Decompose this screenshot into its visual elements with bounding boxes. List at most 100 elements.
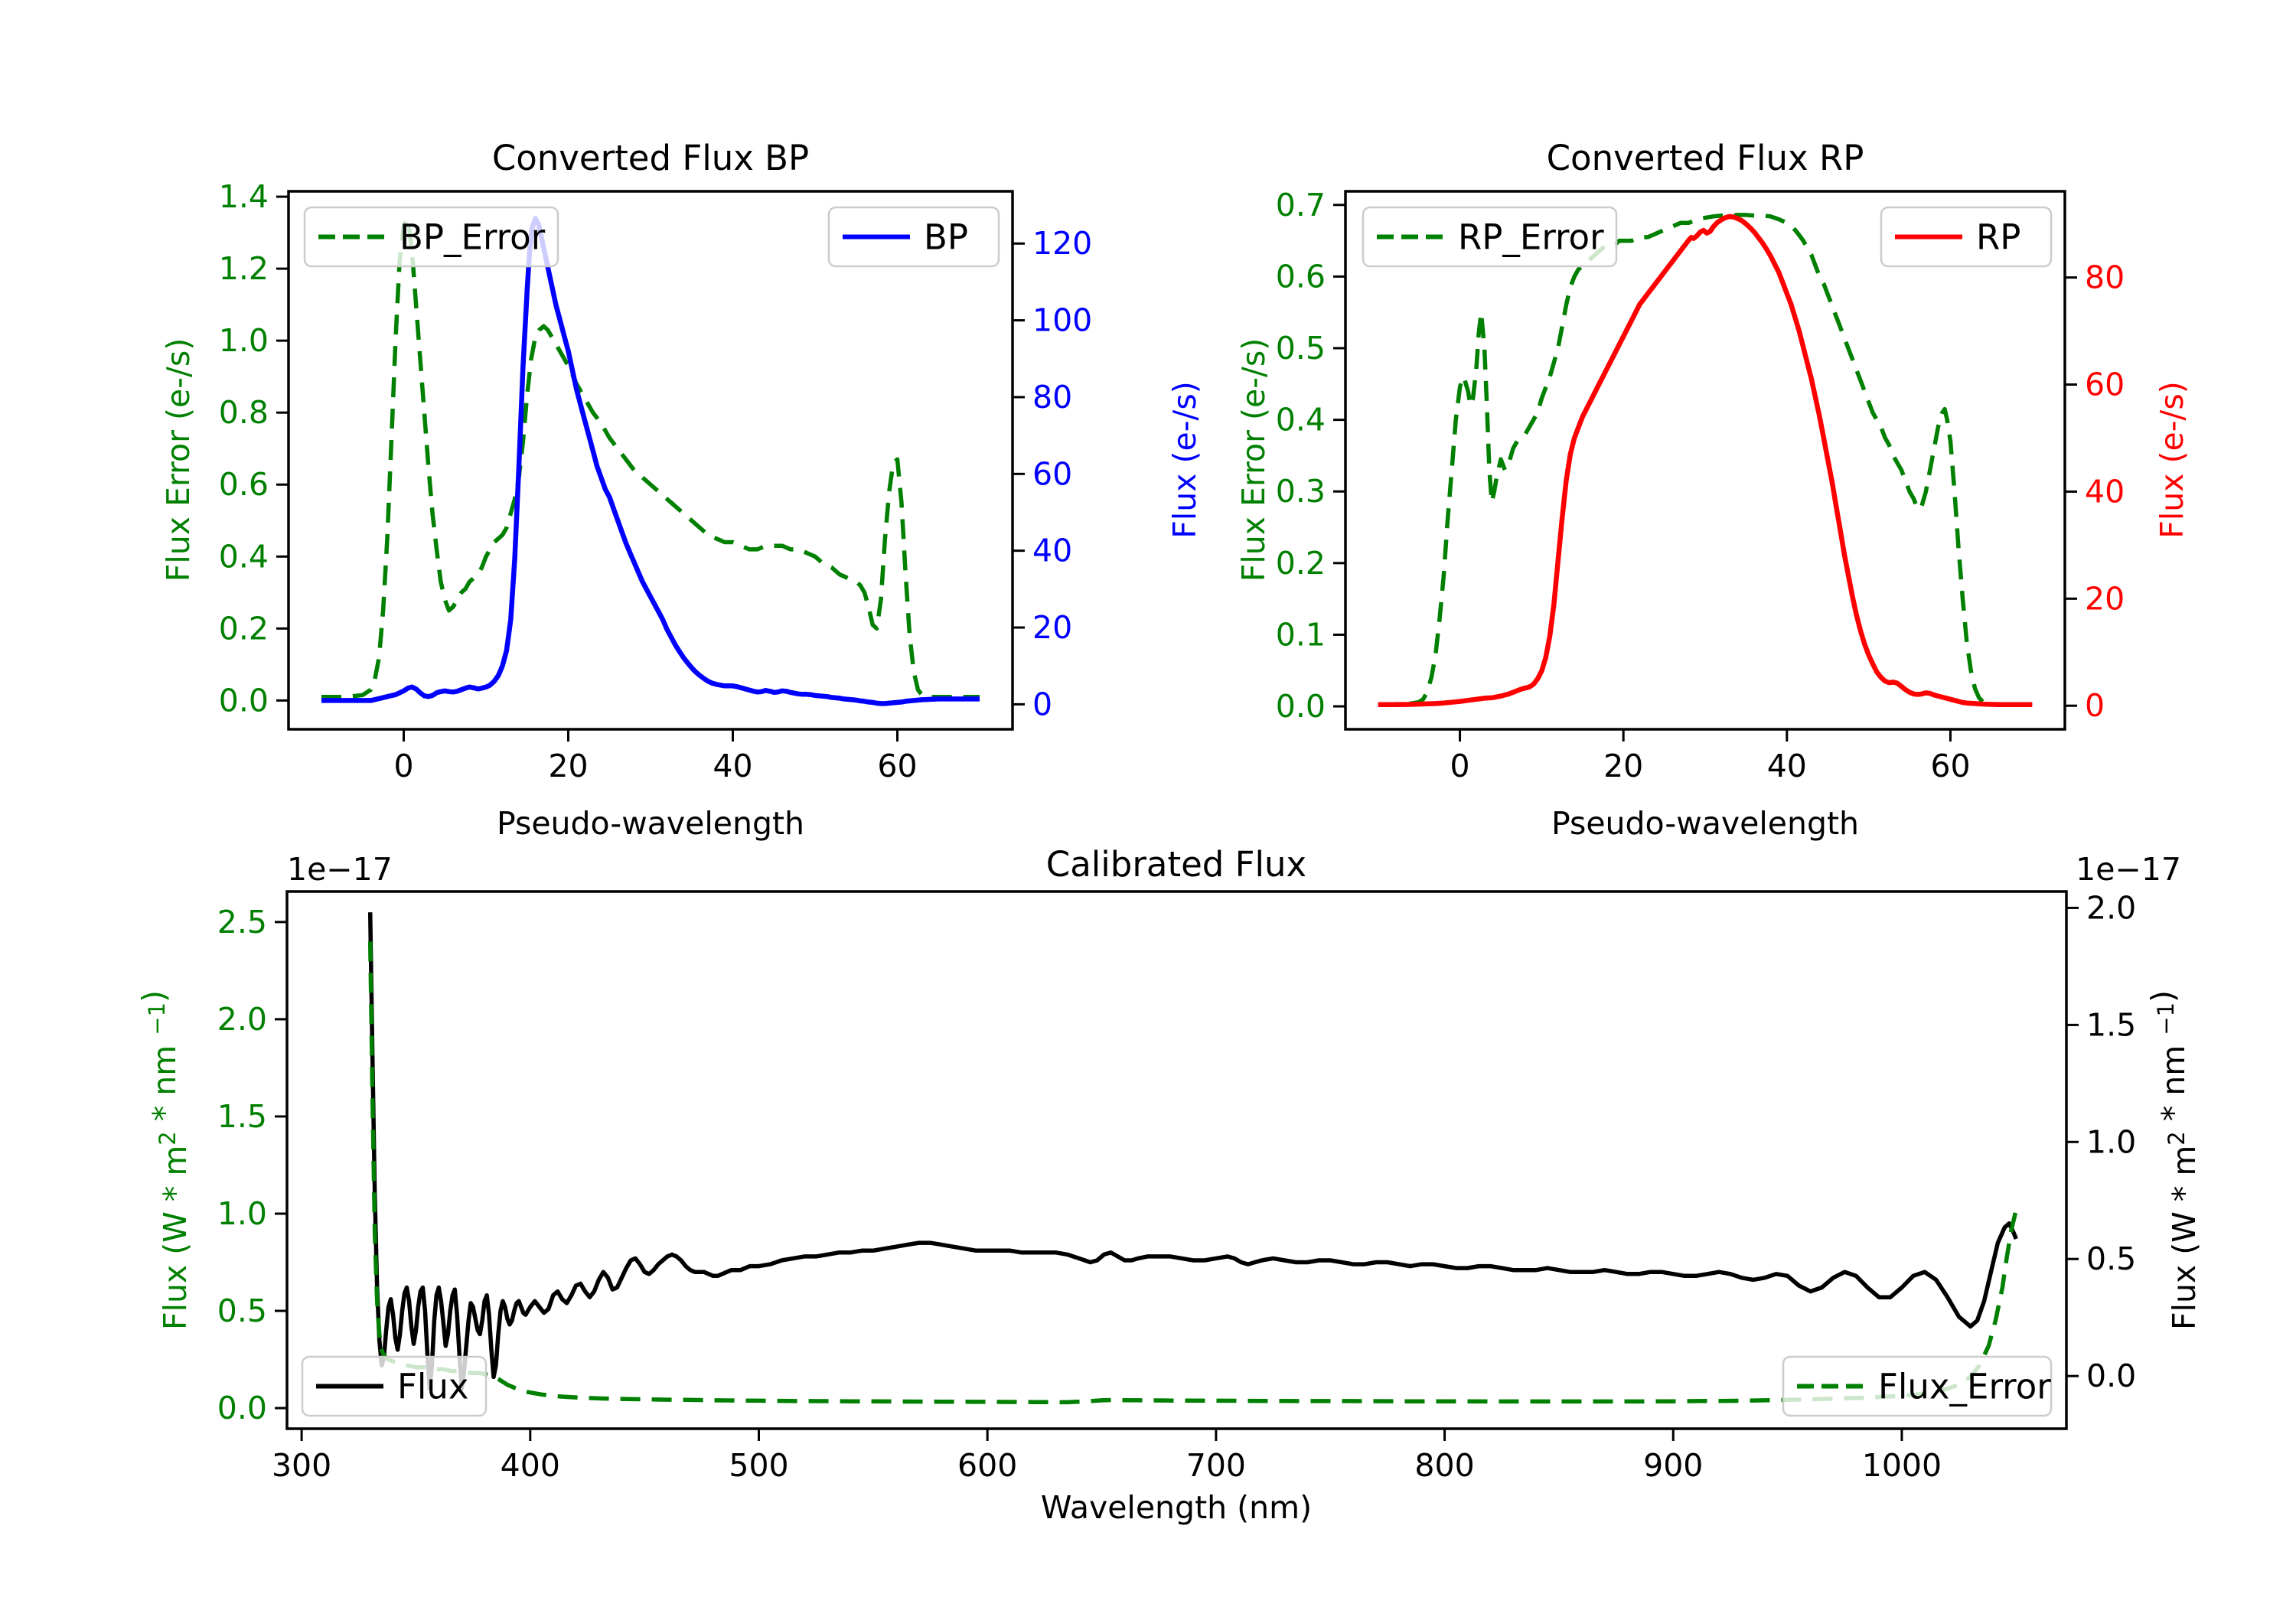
x-tick-label: 0 [393,748,413,784]
x-tick-label: 40 [713,748,752,784]
legend-label: BP_Error [400,217,546,258]
legend-box [1782,1355,2053,1417]
right-tick-label: 80 [1032,379,1072,416]
x-tick-label: 1000 [1862,1447,1942,1484]
left-tick-label: 0.2 [219,610,269,647]
legend-label: Flux [397,1367,469,1407]
left-tick-label: 0.6 [1276,258,1326,295]
axis-label-segment: 2 [2164,1131,2190,1145]
left-tick-label: 2.5 [217,904,267,940]
legend-label: BP [924,217,968,258]
axis-label-segment: Flux (W * m [157,1146,194,1330]
x-axis-label-cal: Wavelength (nm) [1041,1489,1312,1526]
axis-label-segment: −1 [144,1002,170,1035]
left-tick-label: 0.7 [1276,187,1326,223]
right-tick-label: 2.0 [2086,889,2136,926]
x-tick-label: 300 [272,1447,331,1484]
axis-label-segment: −1 [2153,1002,2179,1035]
left-tick-label: 0.0 [1276,688,1326,725]
x-tick-label: 900 [1643,1447,1703,1484]
right-tick-label: 0 [1032,686,1052,722]
right-tick-label: 100 [1032,302,1092,339]
x-axis-label-rp: Pseudo-wavelength [1551,805,1859,842]
series-rp [1378,214,2033,708]
chart-title-bp: Converted Flux BP [492,138,809,178]
x-tick-label: 40 [1767,748,1807,784]
left-axis-label: Flux (W * m2 * nm −1) [135,990,194,1330]
axes-spines [1344,190,2066,731]
left-tick-label: 0.8 [219,394,269,431]
legend-rp_error: RP_Error [1362,206,1618,268]
x-tick-label: 20 [1603,748,1643,784]
right-axis-label: Flux (W * m2 * nm −1) [2144,990,2203,1330]
series-flux_error [367,941,2018,1405]
right-axis-label: Flux (e-/s) [2154,381,2190,538]
chart-title-rp: Converted Flux RP [1547,138,1864,178]
right-tick-label: 1.5 [2086,1006,2136,1043]
left-axis-label: Flux Error (e-/s) [1235,338,1272,582]
legend-label: RP_Error [1458,217,1604,258]
legend-box [303,206,559,268]
axis-label-segment: 2 [155,1131,181,1145]
legend-bp: BP [827,206,1000,268]
right-tick-label: 20 [1032,609,1072,646]
x-tick-label: 60 [1930,748,1970,784]
x-tick-label: 20 [548,748,588,784]
chart-calibrated-flux: 300 400 500 600 700 800 900 1000 0.0 0.5 1.0 1.5 2.0… [135,851,2203,1484]
left-tick-label: 0.0 [219,682,269,719]
legend-bp_error: BP_Error [303,206,559,268]
right-axis-label: Flux (e-/s) [1166,381,1203,538]
right-tick-label: 120 [1032,225,1092,262]
axis-label-segment: * nm [146,1035,183,1132]
x-tick-label: 700 [1186,1447,1246,1484]
left-tick-label: 1.0 [219,322,269,359]
left-tick-label: 0.6 [219,466,269,503]
axis-label-segment: * nm [2155,1035,2192,1132]
chart-title-cal: Calibrated Flux [1046,844,1306,885]
right-tick-label: 0.0 [2086,1358,2136,1394]
legend-box [827,206,1000,268]
axis-label-segment: Flux (W * m [2166,1146,2203,1330]
axes-spines [287,190,1014,731]
legend-flux_error: Flux_Error [1782,1355,2053,1417]
right-tick-label: 20 [2085,580,2125,617]
legend-rp: RP [1880,206,2053,268]
left-axis-offset-text: 1e−17 [287,851,393,888]
right-tick-label: 40 [1032,533,1072,569]
x-tick-label: 60 [877,748,917,784]
left-tick-label: 0.4 [219,538,269,575]
left-tick-label: 0.4 [1276,402,1326,438]
left-tick-label: 1.2 [219,250,269,287]
x-tick-label: 500 [729,1447,788,1484]
left-tick-label: 0.2 [1276,545,1326,582]
x-tick-label: 400 [501,1447,560,1484]
axis-label-segment: ) [135,990,172,1002]
axis-label-segment: ) [2144,990,2181,1002]
right-tick-label: 0 [2085,687,2105,724]
series-bp_error [321,216,980,699]
x-tick-label: 600 [957,1447,1017,1484]
series-rp_error [1378,213,2033,706]
x-tick-label: 800 [1414,1447,1474,1484]
series-flux [367,912,2018,1391]
right-tick-label: 1.0 [2086,1123,2136,1160]
series-bp [321,216,980,706]
right-tick-label: 60 [2085,367,2125,403]
right-tick-label: 40 [2085,473,2125,510]
left-tick-label: 1.4 [219,178,269,215]
left-tick-label: 0.5 [1276,330,1326,367]
right-tick-label: 80 [2085,259,2125,296]
legend-box [301,1355,488,1417]
legend-box [1362,206,1618,268]
right-tick-label: 60 [1032,455,1072,492]
chart-converted-flux-bp: 0 20 40 60 0.0 0.2 0.4 0.6 0.8 1.0 1.2 1.4 0 20 40 60 80… [160,178,1203,784]
legend-flux: Flux [301,1355,488,1417]
right-tick-label: 0.5 [2086,1240,2136,1277]
axes-spines [285,890,2068,1430]
left-axis-label: Flux Error (e-/s) [160,338,197,582]
legend-label: RP [1976,217,2020,258]
legend-box [1880,206,2053,268]
legend-label: Flux_Error [1878,1367,2051,1407]
left-tick-label: 0.1 [1276,616,1326,653]
